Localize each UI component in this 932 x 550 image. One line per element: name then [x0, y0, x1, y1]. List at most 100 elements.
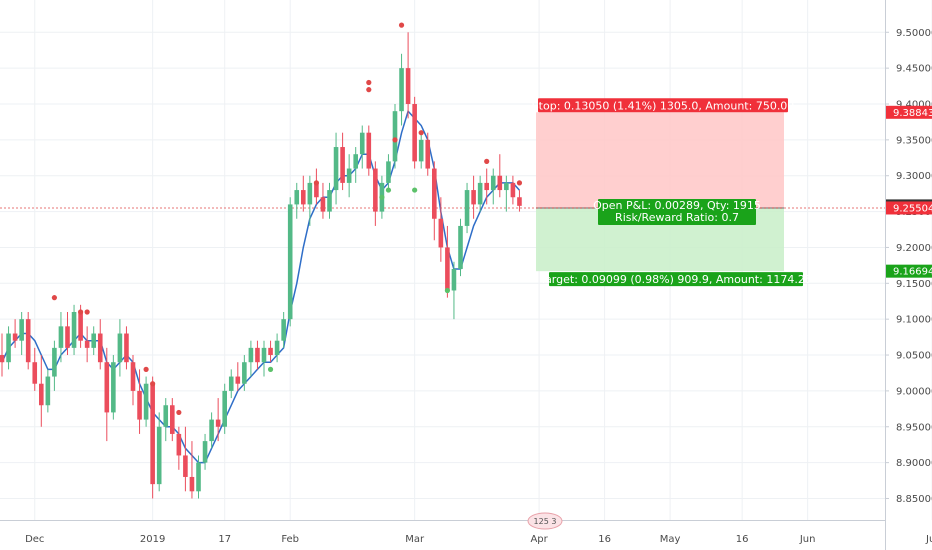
candle [418, 132, 424, 169]
candle [340, 132, 345, 191]
candle [222, 383, 227, 434]
time-tick-label: 16 [598, 534, 611, 545]
marker-dot [385, 187, 392, 193]
candle [504, 175, 509, 212]
price-tick-label: 9.45000 [896, 64, 932, 75]
candle-body [124, 333, 129, 363]
candle-body [458, 225, 463, 269]
candle-body [425, 139, 431, 169]
time-tick-label: Mar [405, 534, 425, 545]
stop-label-bg [538, 98, 788, 113]
position-labels: Stop: 0.13050 (1.41%) 1305.0, Amount: 75… [532, 98, 812, 287]
candle-body [353, 154, 358, 169]
price-tick-label: 9.20000 [896, 243, 932, 254]
candle [58, 312, 64, 363]
candle [189, 441, 195, 499]
candle [255, 340, 260, 370]
candle-body [6, 333, 11, 363]
candle-body [418, 139, 424, 162]
marker-dot [143, 366, 149, 372]
marker-dot [418, 130, 424, 136]
candle-body [432, 168, 437, 219]
candle [490, 168, 496, 205]
candle [84, 326, 90, 363]
price-tag: 9.25504 [886, 201, 932, 215]
candle [386, 154, 391, 191]
marker-dot [484, 158, 490, 164]
candle-body [19, 319, 24, 341]
marker-dot [150, 381, 156, 387]
candle-body [0, 355, 5, 363]
candle-body [399, 68, 404, 112]
price-axis[interactable]: 9.500009.450009.400009.350009.300009.250… [885, 0, 932, 550]
candle-body [104, 362, 110, 413]
candle-body [274, 340, 280, 356]
time-axis[interactable]: Dec 2019 17 Feb Mar Apr 16 May 16 Jun Jul [0, 520, 932, 546]
candle-body [235, 376, 241, 384]
candle [71, 304, 77, 356]
chart-badge-text: 125 3 [534, 517, 557, 526]
chart-badge: 125 3 [527, 512, 563, 530]
candle-body [137, 390, 142, 420]
candle [366, 125, 372, 176]
candle [228, 369, 234, 399]
candle [333, 132, 339, 205]
price-tag-bg [886, 201, 932, 215]
marker-dot [379, 194, 385, 200]
candle-body [359, 132, 365, 155]
candle-body [268, 347, 273, 356]
candle [39, 355, 44, 427]
candle [373, 161, 378, 226]
marker-dots [51, 22, 523, 416]
price-tick-label: 8.90000 [896, 458, 932, 469]
marker-dot [412, 187, 418, 193]
candle [314, 168, 319, 205]
time-tick-label: 2019 [140, 534, 165, 545]
candle-body [255, 347, 260, 363]
candle-body [366, 132, 372, 169]
candle [510, 175, 516, 205]
candle [19, 312, 24, 356]
candle [52, 340, 57, 391]
candle-body [261, 347, 267, 363]
price-tick-label: 9.00000 [896, 386, 932, 397]
candle-body [156, 426, 162, 485]
candle-body [111, 362, 116, 413]
position-zones[interactable] [0, 112, 885, 272]
candle [425, 132, 431, 176]
candle-body [189, 476, 195, 492]
price-tag: 9.38843 [886, 105, 932, 119]
price-tag-bg [886, 105, 932, 119]
candle-body [163, 405, 169, 427]
candle-body [202, 441, 208, 463]
candle-body [117, 333, 123, 363]
stop-label: Stop: 0.13050 (1.41%) 1305.0, Amount: 75… [532, 98, 795, 113]
candle [477, 175, 483, 212]
stop-label-text: Stop: 0.13050 (1.41%) 1305.0, Amount: 75… [532, 99, 795, 112]
target-label-text: Target: 0.09099 (0.98%) 909.9, Amount: 1… [539, 273, 812, 286]
candle-body [183, 455, 188, 477]
candle [91, 326, 96, 356]
candle-body [405, 68, 411, 104]
time-tick-label: 16 [736, 534, 749, 545]
target-label: Target: 0.09099 (0.98%) 909.9, Amount: 1… [539, 272, 812, 287]
candle [137, 369, 142, 434]
price-tick-label: 9.35000 [896, 135, 932, 146]
candle-body [484, 182, 489, 191]
candle [202, 433, 208, 470]
price-tick-label: 9.50000 [896, 28, 932, 39]
candle-body [25, 319, 31, 363]
candle-body [39, 383, 44, 406]
candle-body [78, 312, 83, 341]
candle [359, 125, 365, 169]
candle-body [32, 362, 38, 384]
candle-body [451, 268, 457, 291]
candle-body [392, 111, 398, 162]
candle-body [196, 462, 201, 492]
price-tag-bg [886, 264, 932, 278]
marker-dot [51, 295, 58, 301]
time-tick-label: May [660, 534, 681, 545]
time-tick-label: Jul [925, 534, 932, 545]
candle [405, 32, 411, 119]
